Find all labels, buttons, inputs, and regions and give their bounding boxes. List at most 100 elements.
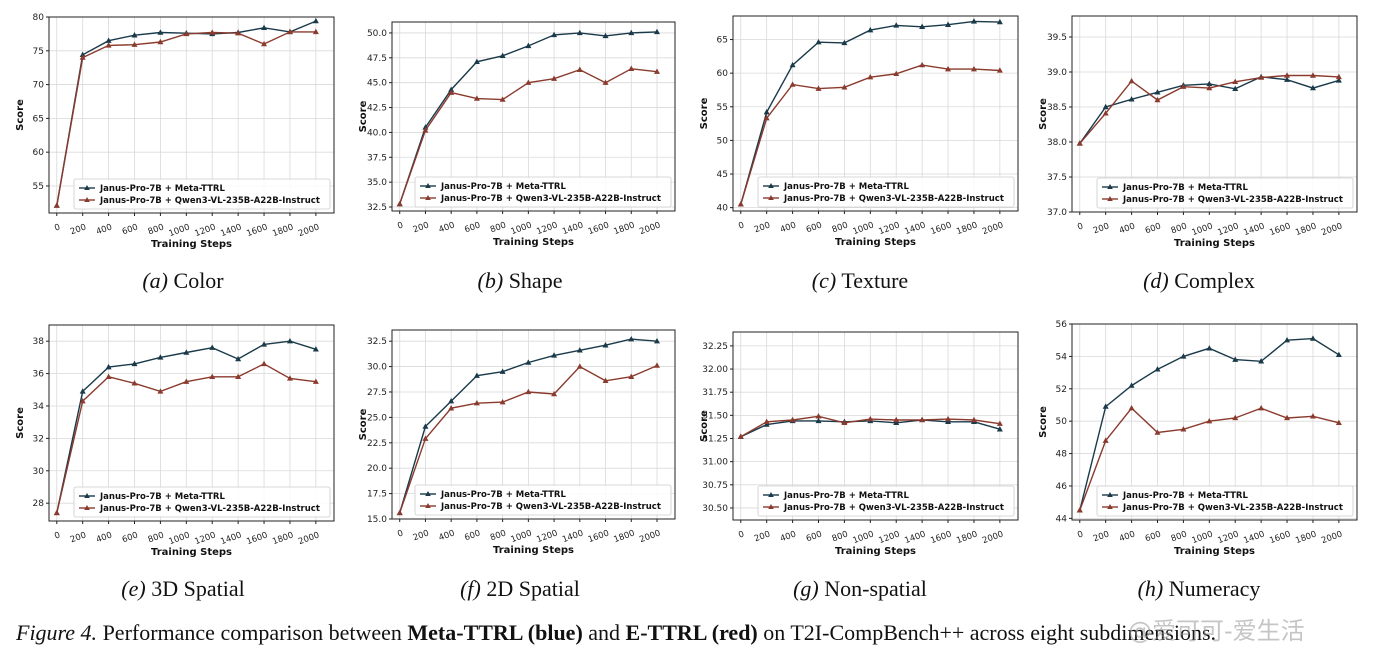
data-point-qwen3-vl	[1180, 426, 1187, 432]
data-point-qwen3-vl	[312, 378, 319, 384]
data-point-qwen3-vl	[602, 79, 609, 85]
data-point-meta-ttrl	[551, 31, 558, 38]
x-tick-label: 800	[831, 529, 850, 544]
panel-caption-d: (d) Complex	[1143, 268, 1255, 293]
data-point-meta-ttrl	[448, 86, 455, 92]
y-tick-label: 46	[1056, 482, 1068, 492]
x-tick-label: 1600	[929, 529, 953, 546]
legend-marker-qwen3-vl	[425, 503, 431, 508]
data-point-qwen3-vl	[157, 38, 164, 45]
data-point-meta-ttrl	[1102, 103, 1109, 110]
data-point-qwen3-vl	[1335, 73, 1342, 80]
x-axis-label: Training Steps	[493, 237, 574, 248]
x-tick-label: 1800	[613, 220, 637, 237]
x-tick-label: 800	[1170, 529, 1189, 544]
legend-label-qwen3-vl: Janus-Pro-7B + Qwen3-VL-235B-A22B-Instru…	[440, 502, 661, 512]
y-tick-label: 60	[717, 69, 729, 79]
data-point-meta-ttrl	[1154, 89, 1161, 95]
x-tick-label: 1200	[877, 220, 901, 237]
data-point-meta-ttrl	[653, 337, 660, 344]
y-tick-label: 35.0	[367, 178, 387, 188]
legend-box	[1096, 177, 1354, 209]
x-tick-label: 1800	[955, 529, 979, 546]
panel-caption-h: (h) Numeracy	[1137, 576, 1261, 601]
legend-marker-meta-ttrl	[1107, 184, 1113, 189]
data-point-meta-ttrl	[628, 335, 635, 342]
legend-label-meta-ttrl: Janus-Pro-7B + Meta-TTRL	[1122, 183, 1248, 193]
plot-frame	[391, 329, 676, 520]
y-tick-label: 37.5	[367, 153, 387, 163]
data-point-meta-ttrl	[286, 337, 293, 344]
legend-box	[73, 178, 331, 210]
legend-label-meta-ttrl: Janus-Pro-7B + Meta-TTRL	[1122, 491, 1248, 501]
y-axis-label: Score	[358, 408, 369, 440]
data-point-qwen3-vl	[551, 390, 558, 397]
data-point-qwen3-vl	[1154, 96, 1161, 103]
data-point-qwen3-vl	[815, 85, 822, 91]
data-point-qwen3-vl	[1206, 417, 1213, 424]
x-tick-label: 1400	[1242, 529, 1266, 546]
y-axis-label: Score	[1038, 98, 1049, 130]
x-tick-label: 1200	[193, 530, 217, 547]
data-point-qwen3-vl	[79, 397, 86, 404]
data-point-qwen3-vl	[945, 415, 952, 422]
data-point-qwen3-vl	[312, 28, 319, 35]
x-axis-label: Training Steps	[151, 239, 232, 250]
x-tick-label: 1600	[245, 530, 269, 547]
data-point-meta-ttrl	[815, 39, 822, 45]
data-point-meta-ttrl	[893, 419, 900, 425]
data-point-qwen3-vl	[261, 360, 268, 367]
data-point-qwen3-vl	[945, 65, 952, 72]
x-tick-label: 1200	[1216, 529, 1240, 546]
data-point-meta-ttrl	[448, 397, 455, 404]
data-point-qwen3-vl	[789, 416, 796, 423]
data-point-meta-ttrl	[79, 388, 86, 394]
x-tick-label: 1000	[510, 220, 534, 237]
plot-frame	[48, 324, 335, 522]
x-tick-label: 2000	[1320, 221, 1344, 238]
x-tick-label: 800	[489, 220, 508, 235]
y-tick-label: 22.5	[367, 439, 387, 449]
data-point-qwen3-vl	[763, 115, 770, 121]
data-point-qwen3-vl	[1258, 405, 1265, 411]
data-point-qwen3-vl	[183, 30, 190, 37]
x-axis-label: Training Steps	[493, 545, 574, 556]
data-point-qwen3-vl	[815, 413, 822, 419]
legend-label-qwen3-vl: Janus-Pro-7B + Qwen3-VL-235B-A22B-Instru…	[99, 196, 320, 206]
y-tick-label: 80	[33, 13, 45, 23]
data-point-qwen3-vl	[893, 416, 900, 423]
chart-shape: 32.5 35.0 37.5 40.0 42.5 45.0 47.5 50.0 0 200 400 6…	[358, 21, 676, 248]
data-point-qwen3-vl	[628, 373, 635, 379]
y-tick-label: 60	[33, 148, 45, 158]
data-point-qwen3-vl	[867, 73, 874, 80]
legend-label-qwen3-vl: Janus-Pro-7B + Qwen3-VL-235B-A22B-Instru…	[440, 194, 661, 204]
data-point-meta-ttrl	[867, 26, 874, 33]
x-tick-label: 2000	[638, 528, 662, 545]
x-tick-label: 600	[121, 222, 140, 237]
data-point-meta-ttrl	[1102, 403, 1109, 409]
data-point-qwen3-vl	[1335, 419, 1342, 426]
y-tick-label: 70	[33, 81, 45, 91]
x-tick-label: 1800	[1294, 529, 1318, 546]
y-tick-label: 39.5	[1047, 33, 1067, 43]
x-tick-label: 600	[1144, 529, 1163, 544]
x-tick-label: 0	[737, 220, 746, 231]
x-tick-label: 200	[412, 220, 431, 235]
legend-label-meta-ttrl: Janus-Pro-7B + Meta-TTRL	[99, 184, 225, 194]
plot-frame	[391, 21, 676, 212]
y-tick-label: 27.5	[367, 388, 387, 398]
chart-texture: 40 45 50 55 60 65 0 200 400 600 800 1000 1200 1400 160…	[699, 15, 1019, 248]
legend-marker-qwen3-vl	[768, 504, 774, 509]
data-point-qwen3-vl	[183, 378, 190, 384]
x-tick-label: 600	[805, 529, 824, 544]
x-tick-label: 600	[463, 220, 482, 235]
plot-frame	[732, 15, 1019, 212]
y-tick-label: 25.0	[367, 413, 387, 423]
data-point-meta-ttrl	[919, 23, 926, 29]
x-tick-label: 200	[69, 222, 88, 237]
x-tick-label: 400	[438, 220, 457, 235]
data-point-qwen3-vl	[499, 398, 506, 405]
legend-label-qwen3-vl: Janus-Pro-7B + Qwen3-VL-235B-A22B-Instru…	[1122, 503, 1343, 513]
data-point-meta-ttrl	[970, 18, 977, 24]
data-point-qwen3-vl	[1206, 84, 1213, 91]
